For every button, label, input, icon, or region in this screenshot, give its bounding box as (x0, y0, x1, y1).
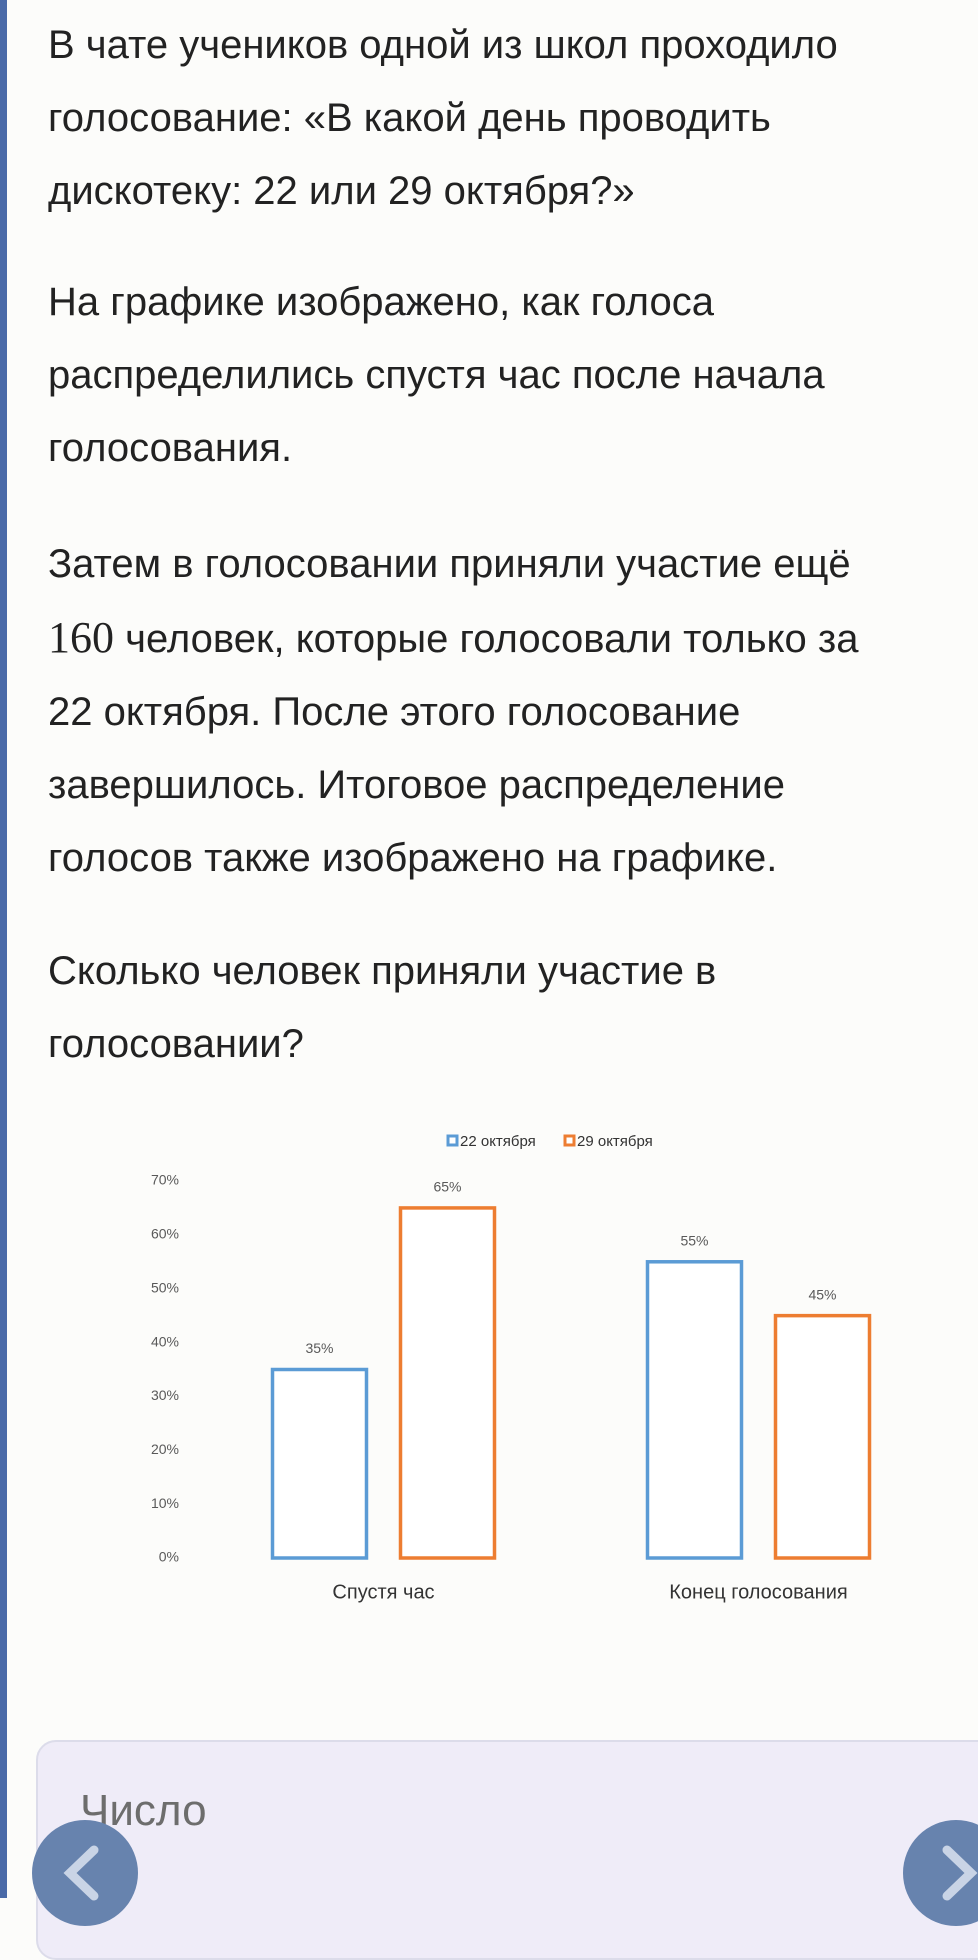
paragraph: В чате учеников одной из школ проходило г… (48, 9, 978, 228)
text-line: На графике изображено, как голоса (48, 280, 714, 324)
side-bar (0, 0, 7, 1898)
y-tick-label: 10% (151, 1495, 179, 1511)
legend-label: 22 октября (460, 1133, 536, 1150)
paragraph: Сколько человек приняли участие в голосов… (48, 935, 978, 1081)
y-tick-label: 70% (151, 1172, 179, 1188)
x-tick-label: Спустя час (332, 1581, 434, 1603)
text-line: распределились спустя час после начала (48, 353, 825, 397)
next-icon (942, 1845, 978, 1901)
legend-label: 29 октября (577, 1133, 653, 1150)
text-line: Затем в голосовании приняли участие ещё (48, 542, 851, 586)
value-label: 45% (808, 1286, 836, 1302)
bar (645, 1260, 744, 1560)
y-tick-label: 40% (151, 1333, 179, 1349)
value-label: 35% (305, 1340, 333, 1356)
bar (270, 1367, 369, 1560)
prev-icon (63, 1845, 99, 1901)
y-tick-label: 20% (151, 1441, 179, 1457)
legend-swatch (446, 1134, 459, 1147)
y-tick-label: 30% (151, 1387, 179, 1403)
text-line: 22 октября. После этого голосование (48, 690, 741, 734)
text-line: голосовании? (48, 1022, 304, 1066)
y-tick-label: 50% (151, 1279, 179, 1295)
text-segment: человек, которые голосовали только за (125, 617, 859, 661)
text-line: голосования. (48, 426, 293, 470)
paragraph: Затем в голосовании приняли участие ещё 1… (48, 528, 978, 895)
text-line: дискотеку: 22 или 29 октября?» (48, 169, 635, 213)
y-tick-label: 60% (151, 1226, 179, 1242)
text-line: завершилось. Итоговое распределение (48, 763, 785, 807)
x-tick-label: Конец голосования (669, 1581, 847, 1603)
y-tick-label: 0% (159, 1549, 179, 1565)
paragraph: На графике изображено, как голоса распред… (48, 266, 978, 485)
chart: 0% 10% 20% 30% 40% 50% 60% 70% 22 октября 29 октя… (151, 1133, 872, 1603)
value-label: 55% (680, 1232, 708, 1248)
text-line: В чате учеников одной из школ проходило (48, 23, 838, 67)
math-number: 160 (48, 613, 114, 662)
value-label: 65% (433, 1179, 461, 1195)
text-line: 160 человек, которые голосовали только з… (48, 601, 978, 676)
bar (398, 1206, 497, 1560)
text-line: голосов также изображено на графике. (48, 836, 778, 880)
text-line: Сколько человек приняли участие в (48, 949, 717, 993)
text-line: голосование: «В какой день проводить (48, 96, 771, 140)
answer-input[interactable] (36, 1740, 978, 1960)
prev-button[interactable] (32, 1820, 138, 1926)
legend-swatch (563, 1134, 576, 1147)
next-button[interactable] (903, 1820, 978, 1926)
bar (773, 1313, 872, 1560)
